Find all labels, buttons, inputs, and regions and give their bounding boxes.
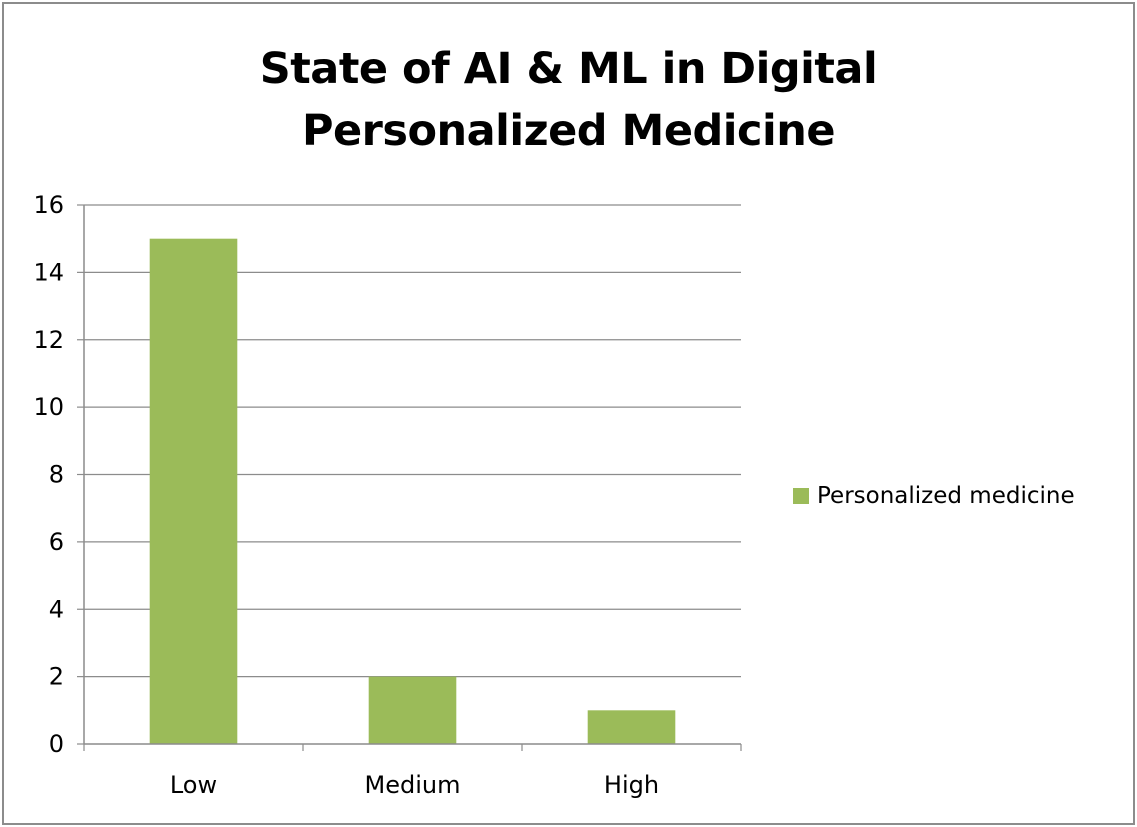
y-tick-label: 12 <box>33 326 64 354</box>
chart-title-line-1: State of AI & ML in Digital <box>259 44 878 94</box>
legend-label: Personalized medicine <box>817 483 1075 509</box>
legend-swatch <box>793 488 809 504</box>
y-tick-label: 6 <box>49 528 64 556</box>
bar-medium <box>368 676 457 744</box>
legend: Personalized medicine <box>793 481 1075 511</box>
axes <box>83 205 742 751</box>
chart-title-line-2: Personalized Medicine <box>301 106 836 156</box>
x-tick-labels: Low Medium High <box>170 771 659 799</box>
y-tick-label: 16 <box>33 191 64 219</box>
bars <box>149 238 676 744</box>
y-tick-label: 10 <box>33 393 64 421</box>
x-tick-label: Medium <box>365 771 461 799</box>
y-tick-label: 4 <box>49 595 64 623</box>
y-tick-labels: 0 2 4 6 8 10 12 14 16 <box>33 191 64 758</box>
chart-title: State of AI & ML in Digital Personalized… <box>0 38 1137 162</box>
x-tick-label: Low <box>170 771 217 799</box>
y-tick-label: 14 <box>33 258 64 286</box>
y-tick-label: 8 <box>49 461 64 489</box>
y-tick-label: 0 <box>49 730 64 758</box>
x-tick-label: High <box>604 771 659 799</box>
y-tick-label: 2 <box>49 663 64 691</box>
bar-high <box>587 710 676 744</box>
bar-low <box>149 238 238 744</box>
